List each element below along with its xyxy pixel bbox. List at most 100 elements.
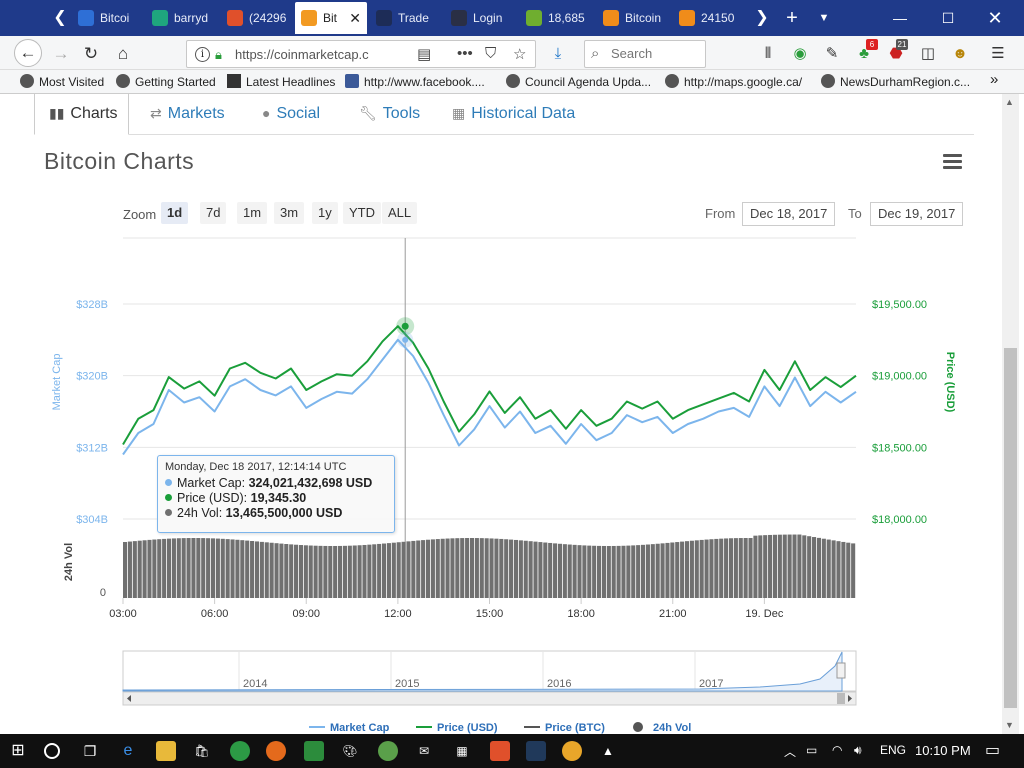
bookmark-news-durham[interactable]: NewsDurhamRegion.c... <box>821 74 970 89</box>
scroll-down-icon[interactable]: ▼ <box>1005 720 1014 730</box>
from-date-input[interactable]: Dec 18, 2017 <box>742 202 836 226</box>
volume-bar <box>851 543 856 598</box>
navigator-year-label: 2017 <box>699 678 723 690</box>
app-icon[interactable] <box>526 741 546 761</box>
downloads-icon[interactable]: ⤓ <box>554 45 562 62</box>
back-button[interactable]: ← <box>14 39 42 67</box>
browser-tab[interactable]: Trade <box>370 2 442 34</box>
globe-app-icon[interactable] <box>378 741 398 761</box>
page-scrollbar[interactable]: ▲ ▼ <box>1002 94 1019 734</box>
site-info-icon[interactable]: i <box>195 47 210 62</box>
volume-bar <box>284 544 289 598</box>
notifications-icon[interactable]: ▭ <box>985 742 1001 759</box>
task-view-icon[interactable]: ❐ <box>83 743 97 759</box>
zoom-1m-button[interactable]: 1m <box>237 202 268 224</box>
chrome-icon[interactable] <box>230 741 250 761</box>
volume-bar <box>826 539 831 598</box>
spreadsheet-icon[interactable] <box>304 741 324 761</box>
list-tabs-icon[interactable]: ▼ <box>818 12 830 24</box>
tab-charts[interactable]: ▮▮ Charts <box>34 94 129 135</box>
page-actions-icon[interactable]: ••• <box>457 45 473 62</box>
price-chart[interactable]: $328B $320B $312B $304B $19,500.00 $19,000.00… <box>0 94 1002 734</box>
maximize-icon[interactable]: ☐ <box>941 10 955 26</box>
minimize-icon[interactable]: — <box>893 10 907 26</box>
lock-tab-icon <box>451 10 467 26</box>
scroll-up-icon[interactable]: ▲ <box>1005 97 1014 107</box>
language-indicator[interactable]: ENG <box>880 743 907 757</box>
scroll-tabs-left-icon[interactable]: ❮ <box>53 9 67 26</box>
tab-tools[interactable]: 🔧︎ Tools <box>359 94 420 135</box>
eyedropper-icon[interactable]: ✎ <box>825 45 839 62</box>
close-tab-icon[interactable]: ✕ <box>349 10 361 26</box>
to-date-input[interactable]: Dec 19, 2017 <box>870 202 964 226</box>
zoom-7d-button[interactable]: 7d <box>200 202 227 224</box>
mail-icon[interactable]: ✉ <box>418 744 430 758</box>
browser-tab[interactable]: Bitcoin <box>597 2 669 34</box>
browser-tab[interactable]: Bit ✕ <box>295 2 367 34</box>
more-bookmarks-icon[interactable]: » <box>990 71 999 88</box>
extension-icon[interactable]: ♣ <box>859 45 869 62</box>
browser-tab[interactable]: 24150 <box>673 2 743 34</box>
scroll-tabs-right-icon[interactable]: ❯ <box>755 9 769 26</box>
volume-bar <box>313 545 318 598</box>
firefox-icon[interactable] <box>266 741 286 761</box>
monkey-extension-icon[interactable]: ☻ <box>952 45 968 62</box>
bookmark-getting-started[interactable]: Getting Started <box>116 74 216 89</box>
brave-icon[interactable] <box>490 741 510 761</box>
chrome-canary-icon[interactable] <box>562 741 582 761</box>
bookmark-star-icon[interactable]: ☆ <box>513 46 527 63</box>
photos-icon[interactable]: ▲ <box>602 744 614 758</box>
tab-historical-data[interactable]: ▦ Historical Data <box>452 94 575 135</box>
tab-social[interactable]: ● Social <box>262 94 320 135</box>
bookmark-latest-headlines[interactable]: Latest Headlines <box>227 74 335 89</box>
home-button[interactable]: ⌂ <box>117 44 129 63</box>
edge-icon[interactable]: e <box>123 742 133 759</box>
volume-icon[interactable]: 🔊︎ <box>854 743 862 757</box>
browser-tab[interactable]: Login <box>445 2 517 34</box>
tab-markets[interactable]: ⇄ Markets <box>150 94 225 135</box>
volume-bar <box>636 545 641 598</box>
reader-view-icon[interactable]: ▤ <box>417 46 432 63</box>
bookmark-facebook[interactable]: http://www.facebook.... <box>345 74 485 89</box>
zoom-3m-button[interactable]: 3m <box>274 202 305 224</box>
browser-tab[interactable]: 18,685 <box>520 2 594 34</box>
tray-chevron-icon[interactable]: ︿ <box>784 745 797 759</box>
browser-tab[interactable]: Bitcoi <box>72 2 144 34</box>
zoom-1d-button[interactable]: 1d <box>161 202 189 224</box>
zoom-all-button[interactable]: ALL <box>382 202 418 224</box>
hamburger-menu-icon[interactable]: ☰ <box>991 45 1005 62</box>
scrollbar-thumb[interactable] <box>1004 348 1017 708</box>
from-label: From <box>705 206 736 221</box>
file-explorer-icon[interactable] <box>156 741 176 761</box>
browser-tab[interactable]: barryd <box>146 2 218 34</box>
zoom-ytd-button[interactable]: YTD <box>343 202 381 224</box>
url-text[interactable]: https://coinmarketcap.c <box>235 47 369 62</box>
calculator-icon[interactable]: ▦ <box>456 744 468 758</box>
cortana-icon[interactable] <box>44 743 60 759</box>
bookmark-council-agenda[interactable]: Council Agenda Upda... <box>506 74 651 89</box>
address-bar[interactable]: i 🔒︎ https://coinmarketcap.c ▤ ••• ⛉ ☆ <box>186 40 536 68</box>
chart-menu-icon[interactable] <box>943 154 962 169</box>
search-box[interactable]: ⌕ <box>584 40 706 68</box>
battery-icon[interactable]: ▭ <box>806 743 818 757</box>
zoom-1y-button[interactable]: 1y <box>312 202 338 224</box>
close-window-icon[interactable]: ✕ <box>987 8 1003 28</box>
bookmark-google-maps[interactable]: http://maps.google.ca/ <box>665 74 802 89</box>
browser-tab[interactable]: (24296 <box>221 2 293 34</box>
extension-badge: 6 <box>866 39 878 50</box>
volume-bar <box>816 537 821 598</box>
clock[interactable]: 10:10 PM <box>915 743 971 758</box>
store-icon[interactable]: 🛍︎ <box>194 744 210 758</box>
new-tab-icon[interactable]: + <box>786 7 798 29</box>
pocket-icon[interactable]: ⛉ <box>485 45 497 62</box>
paint-icon[interactable]: 🎨︎ <box>342 744 358 758</box>
windows-start-icon[interactable]: ⊞ <box>11 742 25 759</box>
forward-button[interactable]: → <box>52 44 70 63</box>
sidebar-icon[interactable]: ◫ <box>920 45 936 62</box>
reload-button[interactable]: ↻ <box>83 44 99 63</box>
wifi-icon[interactable]: ◠ <box>832 743 843 757</box>
library-icon[interactable]: ⫴ <box>764 45 772 62</box>
bookmark-most-visited[interactable]: Most Visited <box>20 74 104 89</box>
search-input[interactable] <box>611 46 701 61</box>
grammarly-icon[interactable]: ◉ <box>793 45 807 62</box>
